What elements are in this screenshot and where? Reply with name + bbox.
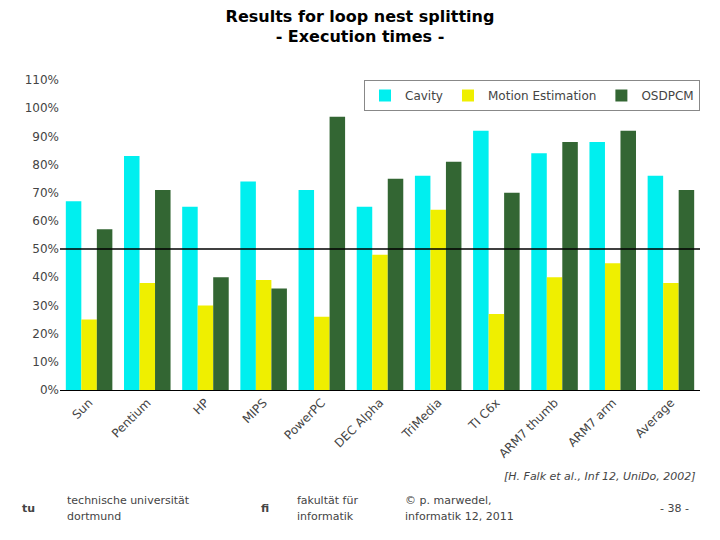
svg-text:Results for loop nest splittin: Results for loop nest splitting- Executi… <box>226 7 495 47</box>
svg-text:TriMedia: TriMedia <box>399 396 445 442</box>
svg-text:80%: 80% <box>32 158 59 172</box>
svg-text:Pentium: Pentium <box>109 396 154 441</box>
svg-text:0%: 0% <box>40 383 59 397</box>
svg-text:MIPS: MIPS <box>240 396 270 426</box>
svg-text:90%: 90% <box>32 130 59 144</box>
svg-text:100%: 100% <box>25 101 59 115</box>
svg-text:Sun: Sun <box>69 396 95 422</box>
svg-text:40%: 40% <box>32 270 59 284</box>
svg-text:70%: 70% <box>32 186 59 200</box>
svg-text:DEC Alpha: DEC Alpha <box>332 396 387 451</box>
svg-text:ARM7 thumb: ARM7 thumb <box>496 396 561 461</box>
svg-text:tu: tu <box>22 502 35 515</box>
svg-text:© p. marwedel,: © p. marwedel, <box>405 494 492 507</box>
svg-text:Motion Estimation: Motion Estimation <box>488 89 596 103</box>
svg-text:[H. Falk et al., Inf 12, UniDo: [H. Falk et al., Inf 12, UniDo, 2002] <box>504 470 696 483</box>
svg-text:informatik 12, 2011: informatik 12, 2011 <box>405 510 514 523</box>
svg-text:HP: HP <box>190 396 211 417</box>
svg-text:110%: 110% <box>25 73 59 87</box>
svg-text:technische universität: technische universität <box>67 494 190 507</box>
svg-text:ARM7 arm: ARM7 arm <box>565 396 619 450</box>
svg-text:50%: 50% <box>32 242 59 256</box>
svg-text:20%: 20% <box>32 327 59 341</box>
svg-text:OSDPCM: OSDPCM <box>641 89 693 103</box>
svg-text:fakultät für: fakultät für <box>297 494 358 507</box>
svg-text:TI C6x: TI C6x <box>465 396 502 433</box>
svg-text:60%: 60% <box>32 214 59 228</box>
svg-text:- 38 -: - 38 - <box>660 502 689 515</box>
svg-text:Cavity: Cavity <box>405 89 443 103</box>
svg-text:Average: Average <box>633 396 678 441</box>
svg-text:PowerPC: PowerPC <box>282 396 329 443</box>
svg-text:fi: fi <box>261 502 269 515</box>
svg-text:10%: 10% <box>32 355 59 369</box>
svg-text:dortmund: dortmund <box>67 510 121 523</box>
svg-text:30%: 30% <box>32 299 59 313</box>
svg-text:informatik: informatik <box>297 510 354 523</box>
